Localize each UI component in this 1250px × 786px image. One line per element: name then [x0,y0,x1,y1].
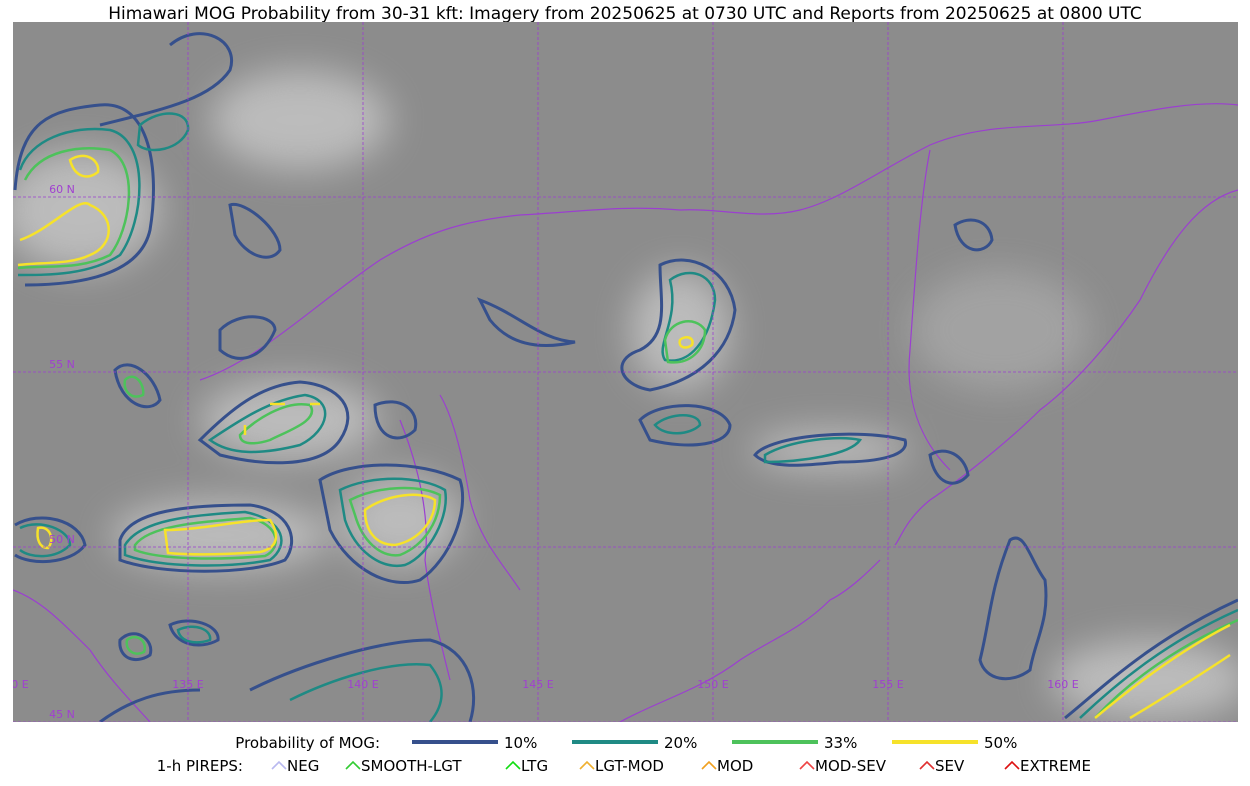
graticule: 60 N 55 N 50 N 45 N 130 E 135 E 140 E 145 E 150 … [0,22,1238,722]
legend-label: 10% [504,734,537,752]
legend-label: LTG [521,757,548,775]
contours [13,32,1238,722]
longitude-label: 135 E [172,678,203,691]
pirep-symbol [271,760,287,770]
legend-title: 1-h PIREPS: [157,757,243,775]
pirep-symbol [505,760,521,770]
legend-label: NEG [287,757,319,775]
latitude-label: 55 N [49,358,75,371]
pirep-symbol [1004,760,1020,770]
coastlines [13,103,1238,722]
longitude-label: 145 E [522,678,553,691]
legend-label: 20% [664,734,697,752]
pirep-symbol [701,760,717,770]
legend-label: SMOOTH-LGT [361,757,462,775]
pirep-symbol [579,760,595,770]
latitude-label: 45 N [49,708,75,721]
legend-label: 33% [824,734,857,752]
latitude-label: 50 N [49,533,75,546]
legend: Probability of MOG: 10% 20% 33% 50% 1-h PIREP… [157,734,1091,775]
latitude-label: 60 N [49,183,75,196]
pirep-symbol [919,760,935,770]
longitude-label: 150 E [697,678,728,691]
map: 60 N 55 N 50 N 45 N 130 E 135 E 140 E 145 E 150 … [0,22,1238,722]
legend-label: MOD-SEV [815,757,887,775]
legend-label: LGT-MOD [595,757,664,775]
longitude-label: 140 E [347,678,378,691]
legend-label: MOD [717,757,753,775]
pirep-symbol [345,760,361,770]
longitude-label: 130 E [0,678,29,691]
legend-label: SEV [935,757,965,775]
legend-title: Probability of MOG: [235,734,380,752]
legend-label: 50% [984,734,1017,752]
longitude-label: 155 E [872,678,903,691]
pirep-symbol [799,760,815,770]
longitude-label: 160 E [1047,678,1078,691]
legend-label: EXTREME [1020,757,1091,775]
title: Himawari MOG Probability from 30-31 kft:… [108,4,1142,24]
